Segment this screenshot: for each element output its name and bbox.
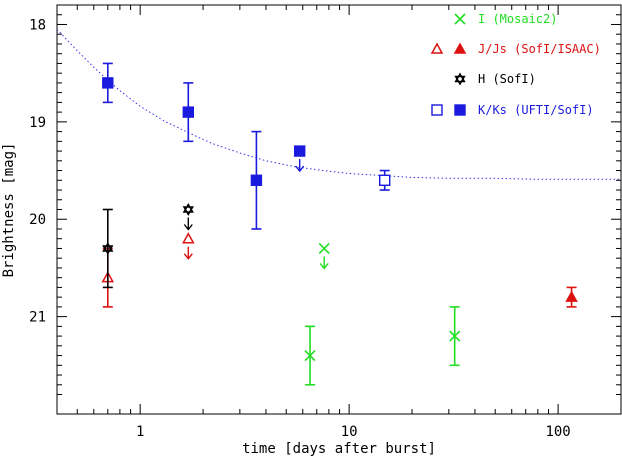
filled-triangle-marker xyxy=(453,42,467,54)
filled-square-marker xyxy=(293,145,306,157)
x-tick-label: 100 xyxy=(545,424,570,440)
filled-square-marker xyxy=(454,104,466,116)
star-marker-down xyxy=(182,206,194,216)
legend: I (Mosaic2) J/Js (SofI/ISAAC) H (SofI) K/Ks… xyxy=(430,12,601,117)
series-group xyxy=(101,232,578,308)
star-marker-down xyxy=(454,75,466,86)
open-square-marker xyxy=(379,174,391,186)
upper-limit-arrowhead xyxy=(183,253,193,260)
star-marker-down xyxy=(102,245,114,255)
legend-label: J/Js (SofI/ISAAC) xyxy=(478,42,601,56)
x-axis-label: time [days after burst] xyxy=(242,441,436,457)
axis-ticks: 1 10 100 18 19 20 21 xyxy=(29,4,622,440)
legend-label: I (Mosaic2) xyxy=(478,12,557,26)
upper-limit-arrowhead xyxy=(295,165,305,173)
series-group xyxy=(304,242,461,386)
upper-limit-arrowhead xyxy=(319,263,329,270)
plot-frame xyxy=(56,4,622,415)
cross-marker xyxy=(454,13,466,25)
legend-label: K/Ks (UFTI/SofI) xyxy=(478,103,594,117)
cross-marker xyxy=(318,242,330,255)
filled-triangle-marker xyxy=(565,290,578,302)
open-triangle-marker xyxy=(430,42,444,54)
legend-label: H (SofI) xyxy=(478,72,536,86)
y-axis-label: Brightness [mag] xyxy=(1,143,17,278)
open-triangle-marker xyxy=(182,232,195,244)
y-tick-label: 21 xyxy=(29,310,46,326)
star-marker-up xyxy=(454,72,466,83)
y-tick-label: 19 xyxy=(29,115,46,131)
filled-square-marker xyxy=(250,174,263,186)
filled-square-marker xyxy=(182,106,195,118)
series-group xyxy=(102,62,391,230)
filled-square-marker xyxy=(102,77,114,89)
star-marker-up xyxy=(102,241,114,252)
y-tick-label: 20 xyxy=(29,212,46,228)
x-tick-label: 10 xyxy=(341,424,358,440)
y-tick-label: 18 xyxy=(29,17,46,33)
x-tick-label: 1 xyxy=(136,424,144,440)
star-marker-up xyxy=(182,203,194,213)
cross-marker xyxy=(449,330,461,342)
open-square-marker xyxy=(431,104,443,116)
series-group xyxy=(102,203,194,289)
data-layer xyxy=(101,62,578,386)
upper-limit-arrowhead xyxy=(183,224,193,231)
cross-marker xyxy=(304,350,316,362)
